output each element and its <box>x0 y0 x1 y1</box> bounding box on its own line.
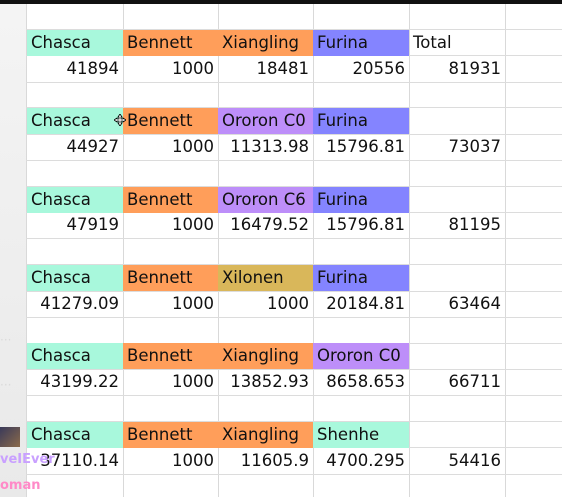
value-cell[interactable]: 11605.9 <box>240 451 309 470</box>
value-cell[interactable]: 4700.295 <box>326 451 405 470</box>
grid-row-line <box>26 160 562 161</box>
value-cell[interactable]: 44927 <box>66 137 120 156</box>
grid-row-line <box>26 107 562 108</box>
header-cell-xiangling[interactable]: Xiangling <box>218 30 313 56</box>
grid-col-line <box>123 4 124 497</box>
grid-row-line <box>26 29 562 30</box>
top-border <box>0 0 562 4</box>
value-cell[interactable]: 1000 <box>172 59 214 78</box>
header-cell-chasca[interactable]: Chasca <box>27 30 123 56</box>
total-cell[interactable]: 81931 <box>448 59 502 78</box>
value-cell[interactable]: 1000 <box>172 215 214 234</box>
value-cell[interactable]: 13852.93 <box>230 372 309 391</box>
grid-col-line <box>505 4 506 497</box>
header-cell-furina[interactable]: Furina <box>313 187 409 213</box>
header-cell-shenhe[interactable]: Shenhe <box>313 422 409 448</box>
header-cell-bennett[interactable]: Bennett <box>123 343 218 369</box>
header-cell-ororon[interactable]: Ororon C0 <box>218 108 313 134</box>
chat-avatar <box>0 427 20 447</box>
grid-col-line <box>409 4 410 497</box>
total-cell[interactable]: 73037 <box>448 137 502 156</box>
value-cell[interactable]: 1000 <box>172 372 214 391</box>
total-cell[interactable]: 81195 <box>448 215 502 234</box>
header-cell-ororon[interactable]: Ororon C6 <box>218 187 313 213</box>
value-cell[interactable]: 16479.52 <box>230 215 309 234</box>
header-cell-bennett[interactable]: Bennett <box>123 422 218 448</box>
grid-row-line <box>26 421 562 422</box>
grid-col-line <box>26 4 27 497</box>
header-cell-ororon[interactable]: Ororon C0 <box>313 343 409 369</box>
value-cell[interactable]: 15796.81 <box>326 215 405 234</box>
value-cell[interactable]: 8658.653 <box>326 372 405 391</box>
grid-col-line <box>218 4 219 497</box>
grid-col-line <box>313 4 314 497</box>
value-cell[interactable]: 47919 <box>66 215 120 234</box>
header-cell-bennett[interactable]: Bennett <box>123 265 218 291</box>
header-cell-chasca[interactable]: Chasca <box>27 422 123 448</box>
grid-row-line <box>26 82 562 83</box>
header-cell-furina[interactable]: Furina <box>313 265 409 291</box>
header-cell-furina[interactable]: Furina <box>313 108 409 134</box>
grid-row-line <box>26 291 562 292</box>
header-cell-xilonen[interactable]: Xilonen <box>218 265 313 291</box>
total-cell[interactable]: 66711 <box>448 372 502 391</box>
value-cell[interactable]: 1000 <box>267 294 309 313</box>
header-cell-bennett[interactable]: Bennett <box>123 187 218 213</box>
overlay-ghost-text: ··· <box>0 378 12 392</box>
grid-row-line <box>26 474 562 475</box>
value-cell[interactable]: 20184.81 <box>326 294 405 313</box>
value-cell[interactable]: 20556 <box>352 59 406 78</box>
value-cell[interactable]: 1000 <box>172 451 214 470</box>
value-cell[interactable]: 37110.14 <box>40 451 119 470</box>
grid-row-line <box>26 238 562 239</box>
grid-row-line <box>26 369 562 370</box>
grid-row-line <box>26 317 562 318</box>
grid-row-line <box>26 395 562 396</box>
header-cell-xiangling[interactable]: Xiangling <box>218 343 313 369</box>
value-cell[interactable]: 1000 <box>172 137 214 156</box>
total-cell[interactable]: 54416 <box>448 451 502 470</box>
header-cell-bennett[interactable]: Bennett <box>123 30 218 56</box>
header-cell-total[interactable]: Total <box>413 33 452 52</box>
chat-username: veIEver <box>0 452 55 467</box>
header-cell-xiangling[interactable]: Xiangling <box>218 422 313 448</box>
header-cell-chasca[interactable]: Chasca <box>27 108 123 134</box>
grid-row-line <box>26 264 562 265</box>
chat-username: oman <box>0 478 41 493</box>
move-cursor-icon <box>114 114 126 126</box>
value-cell[interactable]: 11313.98 <box>230 137 309 156</box>
header-cell-chasca[interactable]: Chasca <box>27 265 123 291</box>
value-cell[interactable]: 41894 <box>66 59 120 78</box>
value-cell[interactable]: 15796.81 <box>326 137 405 156</box>
value-cell[interactable]: 18481 <box>256 59 310 78</box>
value-cell[interactable]: 43199.22 <box>40 372 119 391</box>
header-cell-bennett[interactable]: Bennett <box>123 108 218 134</box>
header-cell-chasca[interactable]: Chasca <box>27 187 123 213</box>
grid-row-line <box>26 186 562 187</box>
header-cell-chasca[interactable]: Chasca <box>27 343 123 369</box>
header-cell-furina[interactable]: Furina <box>313 30 409 56</box>
total-cell[interactable]: 63464 <box>448 294 502 313</box>
grid-row-line <box>26 134 562 135</box>
value-cell[interactable]: 41279.09 <box>40 294 119 313</box>
overlay-ghost-text: ··· <box>0 333 12 347</box>
value-cell[interactable]: 1000 <box>172 294 214 313</box>
row-header-strip <box>0 4 26 497</box>
